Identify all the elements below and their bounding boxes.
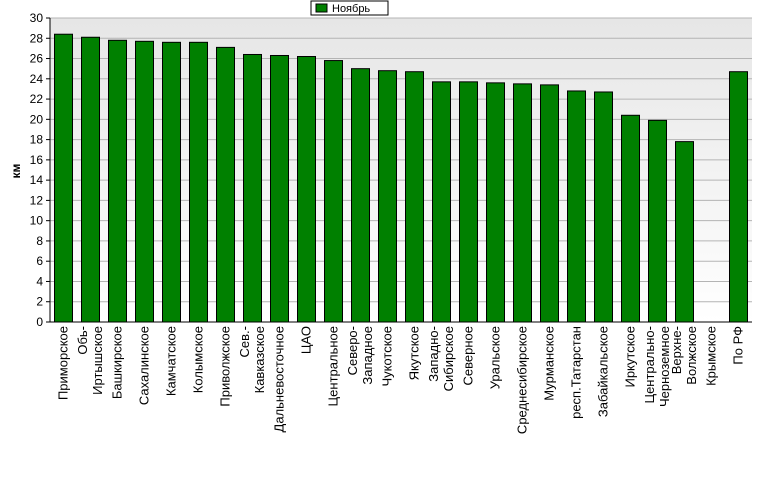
bar[interactable]: [621, 114, 640, 323]
y-tick-label: 22: [30, 92, 44, 106]
y-tick-label: 4: [36, 274, 43, 288]
x-tick-label: Сахалинское: [137, 326, 152, 405]
bar[interactable]: [351, 68, 370, 323]
x-tick-label: Якутское: [407, 326, 422, 380]
bar[interactable]: [459, 81, 478, 323]
bar[interactable]: [378, 70, 397, 323]
y-tick-label: 14: [30, 173, 44, 187]
x-tick-label: Северо-: [345, 326, 360, 375]
x-tick-label: Обь-: [75, 326, 90, 355]
y-tick-label: 16: [30, 153, 44, 167]
bar[interactable]: [594, 91, 613, 323]
y-tick-label: 12: [30, 193, 44, 207]
x-tick-label: Иртышское: [90, 326, 105, 395]
x-tick-label: Верхне-: [669, 326, 684, 374]
bar[interactable]: [108, 39, 127, 323]
bar[interactable]: [270, 54, 289, 323]
x-tick-label: Центрально-: [642, 326, 657, 404]
bar[interactable]: [675, 141, 694, 323]
y-tick-label: 6: [36, 254, 43, 268]
x-tick-label: Забайкальское: [596, 326, 611, 417]
x-tick-label: Башкирское: [110, 326, 125, 399]
bar[interactable]: [189, 41, 208, 323]
plot-area: [50, 18, 752, 322]
x-tick-label: Приморское: [56, 326, 71, 400]
bar[interactable]: [648, 119, 667, 323]
x-tick-label: Черноземное: [657, 326, 672, 407]
x-tick-label: Уральское: [488, 326, 503, 389]
y-tick-label: 26: [30, 52, 44, 66]
x-tick-label: Сев.-: [237, 326, 252, 357]
x-tick-label: Иркутское: [623, 326, 638, 388]
y-tick-label: 10: [30, 214, 44, 228]
bar[interactable]: [324, 60, 343, 323]
x-tick-label: Колымское: [191, 326, 206, 393]
bar[interactable]: [81, 36, 100, 323]
bar[interactable]: [486, 82, 505, 323]
x-tick-label: Западно-: [426, 326, 441, 382]
bar[interactable]: [162, 41, 181, 323]
bar[interactable]: [135, 40, 154, 323]
x-tick-label: Западное: [360, 326, 375, 385]
bar[interactable]: [513, 83, 532, 323]
x-tick-label: Камчатское: [164, 326, 179, 396]
legend[interactable]: Ноябрь: [310, 0, 389, 16]
x-tick-label: Среднесибирское: [515, 326, 530, 434]
bar[interactable]: [405, 71, 424, 323]
y-tick-label: 28: [30, 31, 44, 45]
y-tick-label: 0: [36, 315, 43, 329]
x-tick-label: Центральное: [326, 326, 341, 406]
bar[interactable]: [540, 84, 559, 323]
x-tick-label: Волжское: [684, 326, 699, 385]
x-tick-label: ЦАО: [299, 326, 314, 354]
x-tick-label: Мурманское: [542, 326, 557, 401]
bars-group: [54, 33, 748, 323]
bar[interactable]: [567, 90, 586, 323]
legend-label: Ноябрь: [332, 3, 370, 15]
x-tick-label: респ.Татарстан: [569, 326, 584, 419]
x-tick-label: Северное: [461, 326, 476, 385]
y-axis-label: км: [9, 163, 23, 178]
legend-swatch: [315, 3, 328, 13]
y-tick-label: 2: [36, 295, 43, 309]
y-tick-label: 8: [36, 234, 43, 248]
bar[interactable]: [432, 81, 451, 323]
bar[interactable]: [243, 53, 262, 323]
bar[interactable]: [216, 46, 235, 323]
x-tick-label: Приволжское: [218, 326, 233, 407]
x-tick-label: Крымское: [704, 326, 719, 386]
bar[interactable]: [54, 33, 73, 323]
y-tick-label: 18: [30, 133, 44, 147]
x-tick-labels: Приморское Обь- Иртышское Башкирское Сахалин…: [56, 326, 746, 434]
x-tick-label: Сибирское: [441, 326, 456, 391]
y-tick-label: 20: [30, 112, 44, 126]
bar[interactable]: [297, 56, 316, 323]
x-tick-label: Чукотское: [380, 326, 395, 387]
y-tick-label: 24: [30, 72, 44, 86]
bar[interactable]: [729, 71, 748, 323]
y-tick-label: 30: [30, 11, 44, 25]
x-tick-label: Дальневосточное: [272, 326, 287, 432]
x-tick-label: По РФ: [731, 326, 746, 365]
x-tick-label: Кавказское: [252, 326, 267, 393]
legend-box: [310, 0, 389, 16]
